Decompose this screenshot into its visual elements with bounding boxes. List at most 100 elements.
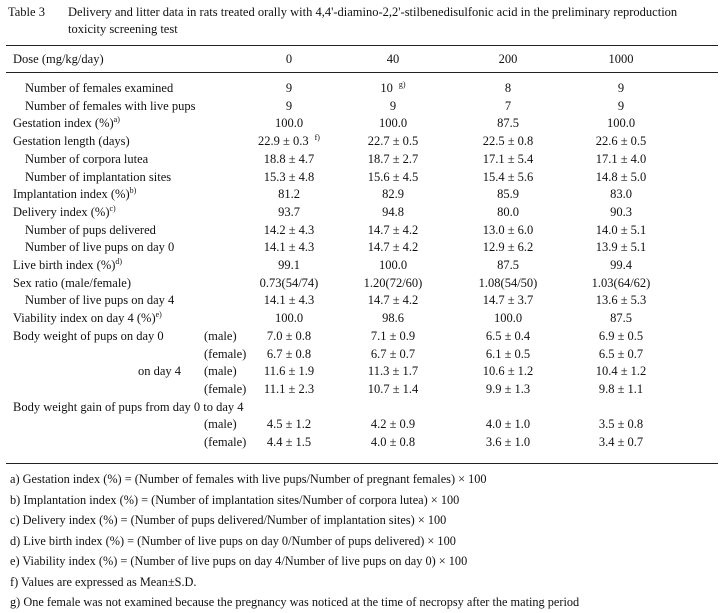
table-cell: 12.9 ± 6.2 xyxy=(453,239,563,256)
cell-value: 17.1 ± 4.0 xyxy=(595,151,647,166)
table-row: Delivery index (%)c) 93.7 94.8 80.0 90.3 xyxy=(6,204,718,221)
table-row: Number of corpora lutea 18.8 ± 4.7 18.7 ± … xyxy=(6,151,718,168)
row-label: Live birth index (%)d) xyxy=(13,257,122,274)
table-cell: 22.9 ± 0.3 f) xyxy=(234,133,344,150)
cell-value: 14.7 ± 4.2 xyxy=(367,293,419,308)
footnote: a) Gestation index (%) = (Number of fema… xyxy=(10,472,487,486)
cell-value: 98.6 xyxy=(382,311,404,326)
cell-value: 6.5 ± 0.7 xyxy=(598,346,644,361)
cell-value: 100.0 xyxy=(274,311,304,326)
table-cell: 13.9 ± 5.1 xyxy=(566,239,676,256)
row-label-text: Sex ratio (male/female) xyxy=(13,275,131,290)
table-row: Number of females with live pups 9 9 7 9 xyxy=(6,98,718,115)
row-label: Number of females with live pups xyxy=(25,98,195,115)
table-number: Table 3 xyxy=(8,5,45,19)
row-label-text: Gestation length (days) xyxy=(13,134,130,149)
table-cell: 9 xyxy=(338,98,448,115)
table-cell: 11.1 ± 2.3 xyxy=(234,381,344,398)
cell-value: 14.2 ± 4.3 xyxy=(263,222,315,237)
cell-value: 8 xyxy=(504,81,512,95)
row-label-text: Number of live pups on day 0 xyxy=(25,240,175,255)
cell-value: 3.6 ± 1.0 xyxy=(485,435,531,449)
table-cell: 11.6 ± 1.9 xyxy=(234,363,344,380)
table-row: Body weight of pups on day 0 (male) 7.0 ± … xyxy=(6,328,718,345)
cell-value: 9 xyxy=(285,98,293,113)
top-rule xyxy=(6,45,718,46)
table-cell: 22.5 ± 0.8 xyxy=(453,133,563,150)
cell-value: 17.1 ± 5.4 xyxy=(482,151,534,166)
cell-value: 0.73(54/74) xyxy=(259,275,319,290)
cell-value: 7 xyxy=(504,98,512,113)
table-cell: 100.0 xyxy=(234,115,344,132)
cell-value: 9.8 ± 1.1 xyxy=(598,381,644,396)
table-cell: 93.7 xyxy=(234,204,344,221)
row-label: Viability index on day 4 (%)e) xyxy=(13,310,162,327)
row-label: Number of live pups on day 0 xyxy=(25,239,174,256)
table-cell: 6.5 ± 0.4 xyxy=(453,328,563,345)
cell-value: 80.0 xyxy=(497,204,519,219)
footnotes: a) Gestation index (%) = (Number of fema… xyxy=(10,469,715,613)
table-row: Number of pups delivered 14.2 ± 4.3 14.7 ±… xyxy=(6,222,718,239)
row-label-text: Delivery index (%) xyxy=(13,204,110,219)
row-label: Number of females examined xyxy=(25,80,173,97)
row-label: on day 4 xyxy=(138,363,181,380)
table-cell: 6.1 ± 0.5 xyxy=(453,346,563,363)
footnote-marker: d) xyxy=(115,257,123,266)
cell-value: 4.0 ± 0.8 xyxy=(370,435,416,449)
cell-value: 6.7 ± 0.8 xyxy=(266,346,312,361)
row-label-text: Viability index on day 4 (%) xyxy=(13,311,156,326)
row-label-text: Body weight of pups on day 0 xyxy=(13,328,164,343)
cell-value: 7.0 ± 0.8 xyxy=(266,328,312,343)
cell-value: 7.1 ± 0.9 xyxy=(370,328,416,343)
table-cell: 17.1 ± 5.4 xyxy=(453,151,563,168)
table-cell: 0.73(54/74) xyxy=(234,275,344,292)
row-label-text: Number of females with live pups xyxy=(25,98,196,113)
table-cell: 15.3 ± 4.8 xyxy=(234,169,344,186)
table-cell: 9 xyxy=(566,98,676,115)
table-cell: 83.0 xyxy=(566,186,676,203)
cell-value: 9 xyxy=(389,98,397,113)
cell-value: 10 xyxy=(380,81,393,95)
table-cell: 17.1 ± 4.0 xyxy=(566,151,676,168)
cell-value: 1.20(72/60) xyxy=(363,275,423,290)
row-label: Body weight gain of pups from day 0 to d… xyxy=(13,399,244,416)
cell-value: 9.9 ± 1.3 xyxy=(485,381,531,396)
cell-value: 10.6 ± 1.2 xyxy=(482,364,534,379)
footnote-marker: g) xyxy=(398,80,406,89)
table-title: Delivery and litter data in rats treated… xyxy=(68,5,678,36)
table-cell: 9.8 ± 1.1 xyxy=(566,381,676,398)
cell-value: 3.4 ± 0.7 xyxy=(598,435,644,449)
cell-value: 100.0 xyxy=(378,116,408,131)
row-label: Body weight of pups on day 0 xyxy=(13,328,164,345)
table-cell: 100.0 xyxy=(566,115,676,132)
table-cell: 4.0 ± 1.0 xyxy=(453,416,563,433)
footnote: e) Viability index (%) = (Number of live… xyxy=(10,554,468,568)
dose-header-1000: 1000 xyxy=(608,52,634,66)
cell-value: 87.5 xyxy=(497,258,519,272)
table-cell: 87.5 xyxy=(566,310,676,327)
cell-value: 10.4 ± 1.2 xyxy=(595,364,647,379)
row-label: Delivery index (%)c) xyxy=(13,204,116,221)
cell-value: 6.1 ± 0.5 xyxy=(485,346,531,361)
cell-value: 14.7 ± 3.7 xyxy=(482,293,534,308)
footnote-marker: e) xyxy=(155,310,162,320)
cell-value: 83.0 xyxy=(610,187,632,202)
row-label-text: Number of females examined xyxy=(25,81,174,95)
table-cell: 22.7 ± 0.5 xyxy=(338,133,448,150)
table-cell: 22.6 ± 0.5 xyxy=(566,133,676,150)
cell-value: 3.5 ± 0.8 xyxy=(598,417,644,432)
table-cell: 10.7 ± 1.4 xyxy=(338,381,448,398)
cell-value: 14.1 ± 4.3 xyxy=(263,293,315,308)
table-cell: 4.0 ± 0.8 xyxy=(338,434,448,451)
cell-value: 13.0 ± 6.0 xyxy=(482,222,534,237)
table-cell: 18.8 ± 4.7 xyxy=(234,151,344,168)
table-cell: 6.5 ± 0.7 xyxy=(566,346,676,363)
footer-rule xyxy=(6,463,718,464)
table-row: Number of implantation sites 15.3 ± 4.8 15… xyxy=(6,169,718,186)
table-cell: 8 xyxy=(453,80,563,97)
table-cell: 6.7 ± 0.8 xyxy=(234,346,344,363)
table-cell: 6.7 ± 0.7 xyxy=(338,346,448,363)
cell-value: 6.7 ± 0.7 xyxy=(370,346,416,361)
table-cell: 3.4 ± 0.7 xyxy=(566,434,676,451)
cell-value: 100.0 xyxy=(606,116,636,131)
